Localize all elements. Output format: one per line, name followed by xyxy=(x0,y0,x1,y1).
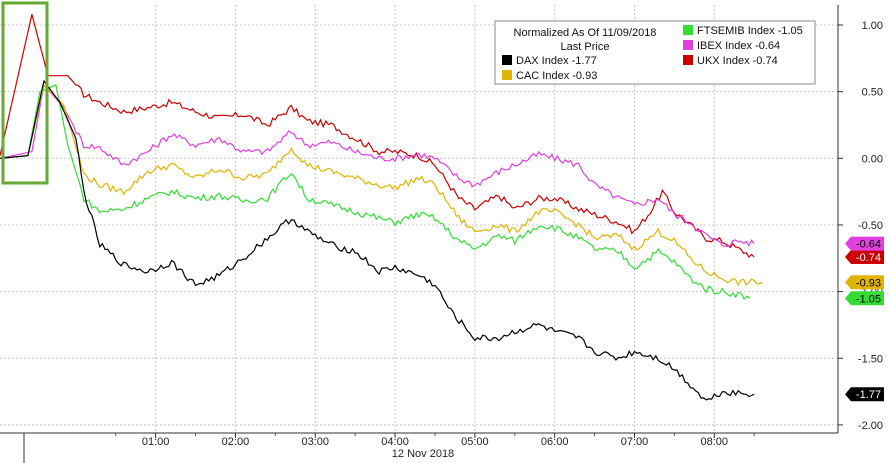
badge-shape xyxy=(845,291,884,306)
legend-box xyxy=(494,20,816,85)
x-tick-label: 03:00 xyxy=(301,436,329,448)
badge-value: -0.74 xyxy=(856,252,881,264)
y-tick-label: 0.50 xyxy=(862,87,883,99)
x-date-label: 12 Nov 2018 xyxy=(392,448,454,460)
badge-shape xyxy=(845,275,884,290)
x-tick-labels: 01:00 02:00 03:00 04:00 05:00 06:00 07:00 08:00 xyxy=(142,436,728,448)
series-line-ftsemib-index xyxy=(0,84,751,300)
badge-value: -0.64 xyxy=(856,239,881,251)
badge-dax-index: -1.77 xyxy=(845,387,884,402)
series-line-dax-index xyxy=(0,79,755,401)
legend-entry: UKX Index -0.74 xyxy=(697,55,778,67)
legend-entry: DAX Index -1.77 xyxy=(516,55,597,67)
y-tick-label: 1.00 xyxy=(862,20,883,32)
y-tick-label: -0.50 xyxy=(858,220,883,232)
legend-swatch xyxy=(502,70,512,80)
axes xyxy=(0,5,843,463)
grid xyxy=(0,5,838,433)
x-tick-label: 05:00 xyxy=(461,436,489,448)
x-tick-label: 08:00 xyxy=(701,436,729,448)
x-tick-label: 06:00 xyxy=(541,436,569,448)
highlight-box xyxy=(1,1,49,185)
legend-swatch xyxy=(683,25,693,35)
badge-shape xyxy=(845,249,884,264)
x-tick-label: 04:00 xyxy=(381,436,409,448)
badge-value: -0.93 xyxy=(856,277,881,289)
series-line-cac-index xyxy=(0,83,763,287)
legend-title-line1: Normalized As Of 11/09/2018 xyxy=(514,27,657,39)
series-line-ibex-index xyxy=(0,83,755,248)
y-tick-label: -1.50 xyxy=(858,353,883,365)
legend-title-line2: Last Price xyxy=(561,41,610,53)
y-tick-label: 0.00 xyxy=(862,153,883,165)
y-tick-label: -2.00 xyxy=(858,420,883,432)
series-group xyxy=(0,14,763,401)
badge-shape xyxy=(845,387,884,402)
legend-entry: FTSEMIB Index -1.05 xyxy=(697,25,803,37)
legend-entry: CAC Index -0.93 xyxy=(516,70,597,82)
badge-ibex-index: -0.64 xyxy=(845,236,884,251)
badge-cac-index: -0.93 xyxy=(845,275,884,290)
x-tick-label: 07:00 xyxy=(621,436,649,448)
badge-value: -1.05 xyxy=(856,293,881,305)
last-value-badges: -0.74-0.64 -0.93 -1.05 -1.77 xyxy=(845,236,884,402)
badge-shape xyxy=(845,236,884,251)
x-tick-label: 01:00 xyxy=(142,436,170,448)
legend: Normalized As Of 11/09/2018 Last Price D… xyxy=(494,20,816,85)
legend-swatch xyxy=(683,55,693,65)
series-line-ukx-index xyxy=(0,14,755,259)
legend-swatch xyxy=(683,40,693,50)
badge-value: -1.77 xyxy=(856,389,881,401)
badge-ftsemib-index: -1.05 xyxy=(845,291,884,306)
legend-entry: IBEX Index -0.64 xyxy=(697,40,780,52)
y-tick-labels: 1.000.500.00-0.50-1.00-1.50-2.00 xyxy=(858,20,883,432)
x-tick-label: 02:00 xyxy=(222,436,250,448)
badge-ukx-index: -0.74 xyxy=(845,249,884,264)
legend-swatch xyxy=(502,55,512,65)
